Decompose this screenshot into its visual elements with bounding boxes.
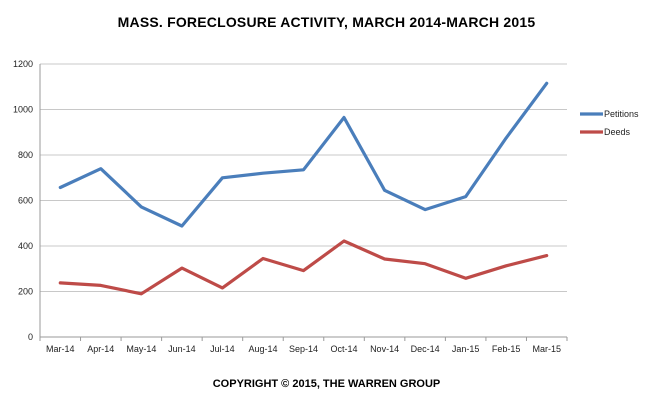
data-point-petitions bbox=[221, 176, 224, 179]
data-point-petitions bbox=[464, 195, 467, 198]
data-point-deeds bbox=[383, 257, 386, 261]
copyright-notice: COPYRIGHT © 2015, THE WARREN GROUP bbox=[212, 378, 441, 390]
data-point-deeds bbox=[504, 264, 508, 267]
y-tick-label: 1000 bbox=[13, 105, 33, 115]
data-point-deeds bbox=[464, 277, 467, 280]
legend-label-petitions: Petitions bbox=[604, 109, 639, 119]
legend: Petitions Deeds bbox=[580, 109, 639, 137]
y-tick-label: 200 bbox=[18, 287, 33, 297]
x-tick-label: Oct-14 bbox=[331, 344, 358, 354]
data-point-deeds bbox=[261, 257, 265, 260]
x-tick-label: May-14 bbox=[126, 344, 156, 354]
y-tick-label: 1200 bbox=[13, 59, 33, 69]
data-point-petitions bbox=[261, 172, 265, 175]
y-tick-label: 800 bbox=[18, 150, 33, 160]
data-point-deeds bbox=[302, 269, 305, 272]
data-point-petitions bbox=[342, 116, 346, 119]
data-point-deeds bbox=[140, 292, 143, 295]
x-tick-label: Jan-15 bbox=[452, 344, 480, 354]
x-tick-label: Dec-14 bbox=[411, 344, 440, 354]
x-tick-label: Apr-14 bbox=[87, 344, 114, 354]
data-point-deeds bbox=[99, 284, 103, 287]
chart-title: MASS. FORECLOSURE ACTIVITY, MARCH 2014-M… bbox=[117, 14, 536, 30]
data-point-deeds bbox=[59, 281, 62, 285]
x-tick-label: Sep-14 bbox=[289, 344, 318, 354]
y-tick-label: 600 bbox=[18, 196, 33, 206]
data-point-petitions bbox=[140, 205, 143, 209]
y-tick-label: 400 bbox=[18, 241, 33, 251]
series-line-deeds bbox=[58, 239, 549, 296]
x-tick-label: Mar-14 bbox=[46, 344, 75, 354]
data-point-petitions bbox=[383, 189, 386, 192]
data-point-petitions bbox=[180, 224, 184, 228]
y-axis-ticks: 0 200 400 600 800 1000 1200 bbox=[13, 59, 33, 342]
data-point-deeds bbox=[221, 286, 224, 290]
data-point-petitions bbox=[59, 186, 62, 189]
data-point-petitions bbox=[545, 82, 548, 85]
data-point-petitions bbox=[99, 167, 103, 170]
x-tick-label: Jun-14 bbox=[168, 344, 196, 354]
x-tick-label: Feb-15 bbox=[492, 344, 521, 354]
x-tick-label: Nov-14 bbox=[370, 344, 399, 354]
data-point-petitions bbox=[423, 208, 427, 211]
x-tick-label: Aug-14 bbox=[248, 344, 277, 354]
legend-label-deeds: Deeds bbox=[604, 127, 631, 137]
x-tick-label: Jul-14 bbox=[210, 344, 235, 354]
x-axis-ticks: Mar-14 Apr-14 May-14 Jun-14 Jul-14 Aug-14 Sep-… bbox=[39, 337, 568, 354]
data-point-petitions bbox=[504, 136, 508, 140]
data-point-deeds bbox=[545, 254, 548, 257]
data-point-deeds bbox=[342, 239, 346, 243]
data-point-deeds bbox=[180, 266, 184, 270]
x-tick-label: Mar-15 bbox=[532, 344, 561, 354]
gridlines bbox=[39, 63, 567, 338]
data-point-deeds bbox=[423, 262, 427, 265]
y-tick-label: 0 bbox=[28, 332, 33, 342]
data-point-petitions bbox=[302, 168, 305, 171]
series-lines bbox=[58, 81, 549, 296]
